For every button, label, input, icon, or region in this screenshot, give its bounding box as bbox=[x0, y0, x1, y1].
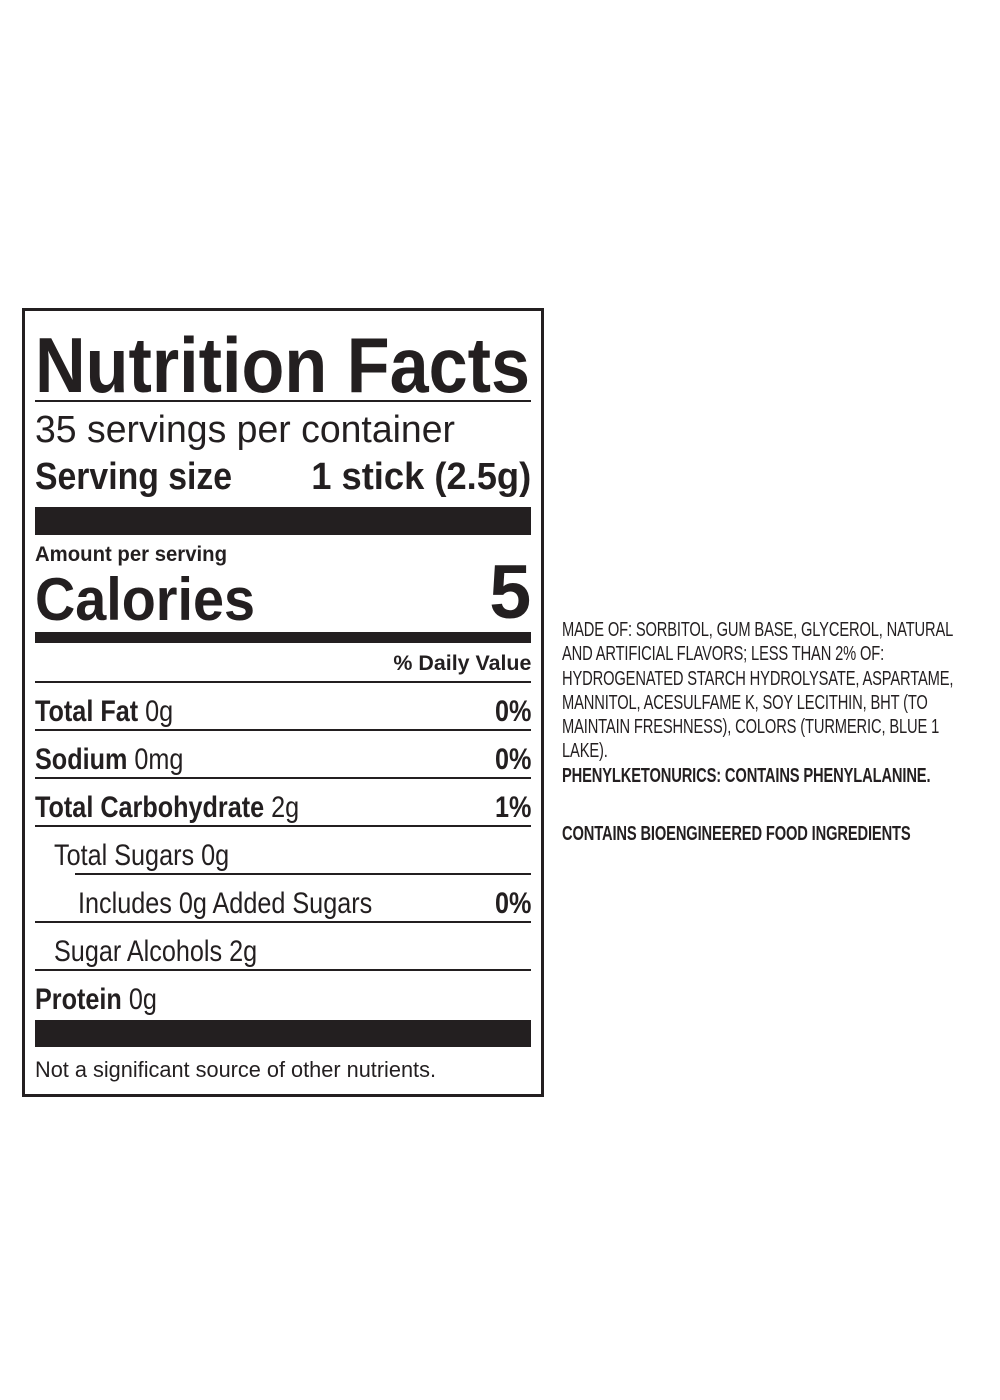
nutrient-row: Total Fat 0g 0% bbox=[35, 683, 531, 731]
rule bbox=[35, 825, 531, 827]
nutrient-name: Total Carbohydrate bbox=[35, 791, 265, 824]
nutrient-name: Total Sugars bbox=[54, 839, 195, 872]
nutrient-name: Protein bbox=[35, 983, 122, 1016]
thick-bar bbox=[35, 1020, 531, 1047]
nutrient-name-cell: Sugar Alcohols 2g bbox=[54, 935, 257, 969]
rule bbox=[75, 873, 531, 875]
nutrient-name: Includes 0g Added Sugars bbox=[78, 887, 373, 920]
nutrient-row: Sugar Alcohols 2g bbox=[35, 923, 531, 971]
nutrient-name-cell: Total Sugars 0g bbox=[54, 839, 229, 873]
daily-value: 0% bbox=[494, 743, 531, 776]
nutrient-row: Sodium 0mg 0% bbox=[35, 731, 531, 779]
daily-value-header: % Daily Value bbox=[393, 652, 531, 675]
rule bbox=[35, 729, 531, 731]
bioengineered-statement: CONTAINS BIOENGINEERED FOOD INGREDIENTS bbox=[562, 822, 911, 846]
medium-bar bbox=[35, 632, 531, 643]
nutrient-name-cell: Protein 0g bbox=[35, 983, 157, 1017]
rule bbox=[35, 400, 531, 402]
nutrient-name-cell: Total Fat 0g bbox=[35, 695, 173, 729]
ingredients-text: MADE OF: SORBITOL, GUM BASE, GLYCEROL, N… bbox=[562, 618, 954, 763]
rule bbox=[35, 777, 531, 779]
nutrient-row: Includes 0g Added Sugars 0% bbox=[35, 875, 531, 923]
thick-bar bbox=[35, 507, 531, 535]
nutrient-amount: 0g bbox=[128, 983, 157, 1016]
amount-per-serving: Amount per serving bbox=[35, 543, 227, 566]
ingredients-block: MADE OF: SORBITOL, GUM BASE, GLYCEROL, N… bbox=[562, 618, 985, 846]
footnote: Not a significant source of other nutrie… bbox=[35, 1057, 436, 1082]
nutrient-amount: 0g bbox=[201, 839, 230, 872]
calories-label: Calories bbox=[35, 566, 255, 633]
nutrient-amount: 0mg bbox=[134, 743, 184, 776]
nutrient-amount: 2g bbox=[229, 935, 258, 968]
nutrient-amount: 2g bbox=[271, 791, 300, 824]
nutrient-row: Total Carbohydrate 2g 1% bbox=[35, 779, 531, 827]
rule bbox=[35, 921, 531, 923]
nutrient-name: Sugar Alcohols bbox=[54, 935, 223, 968]
nutrient-name-cell: Total Carbohydrate 2g bbox=[35, 791, 299, 825]
rule bbox=[35, 969, 531, 971]
nutrient-name: Total Fat bbox=[35, 695, 139, 728]
rule bbox=[35, 681, 531, 683]
daily-value: 1% bbox=[494, 791, 531, 824]
phenylketonurics-warning: PHENYLKETONURICS: CONTAINS PHENYLALANINE… bbox=[562, 763, 931, 787]
servings: 35 servings per container bbox=[35, 409, 455, 451]
nutrient-name-cell: Sodium 0mg bbox=[35, 743, 183, 777]
daily-value: 0% bbox=[494, 695, 531, 728]
label-title: Nutrition Facts bbox=[35, 321, 530, 409]
nutrient-row: Protein 0g bbox=[35, 971, 531, 1019]
nutrient-name-cell: Includes 0g Added Sugars bbox=[78, 887, 372, 921]
nutrient-name: Sodium bbox=[35, 743, 128, 776]
nutrient-amount: 0g bbox=[145, 695, 174, 728]
serving-size-label: Serving size bbox=[35, 456, 232, 498]
serving-size-value: 1 stick (2.5g) bbox=[311, 456, 531, 498]
daily-value: 0% bbox=[494, 887, 531, 920]
calories-value: 5 bbox=[489, 550, 531, 635]
nutrient-row: Total Sugars 0g bbox=[35, 827, 531, 875]
nutrition-label-border bbox=[22, 308, 544, 1097]
